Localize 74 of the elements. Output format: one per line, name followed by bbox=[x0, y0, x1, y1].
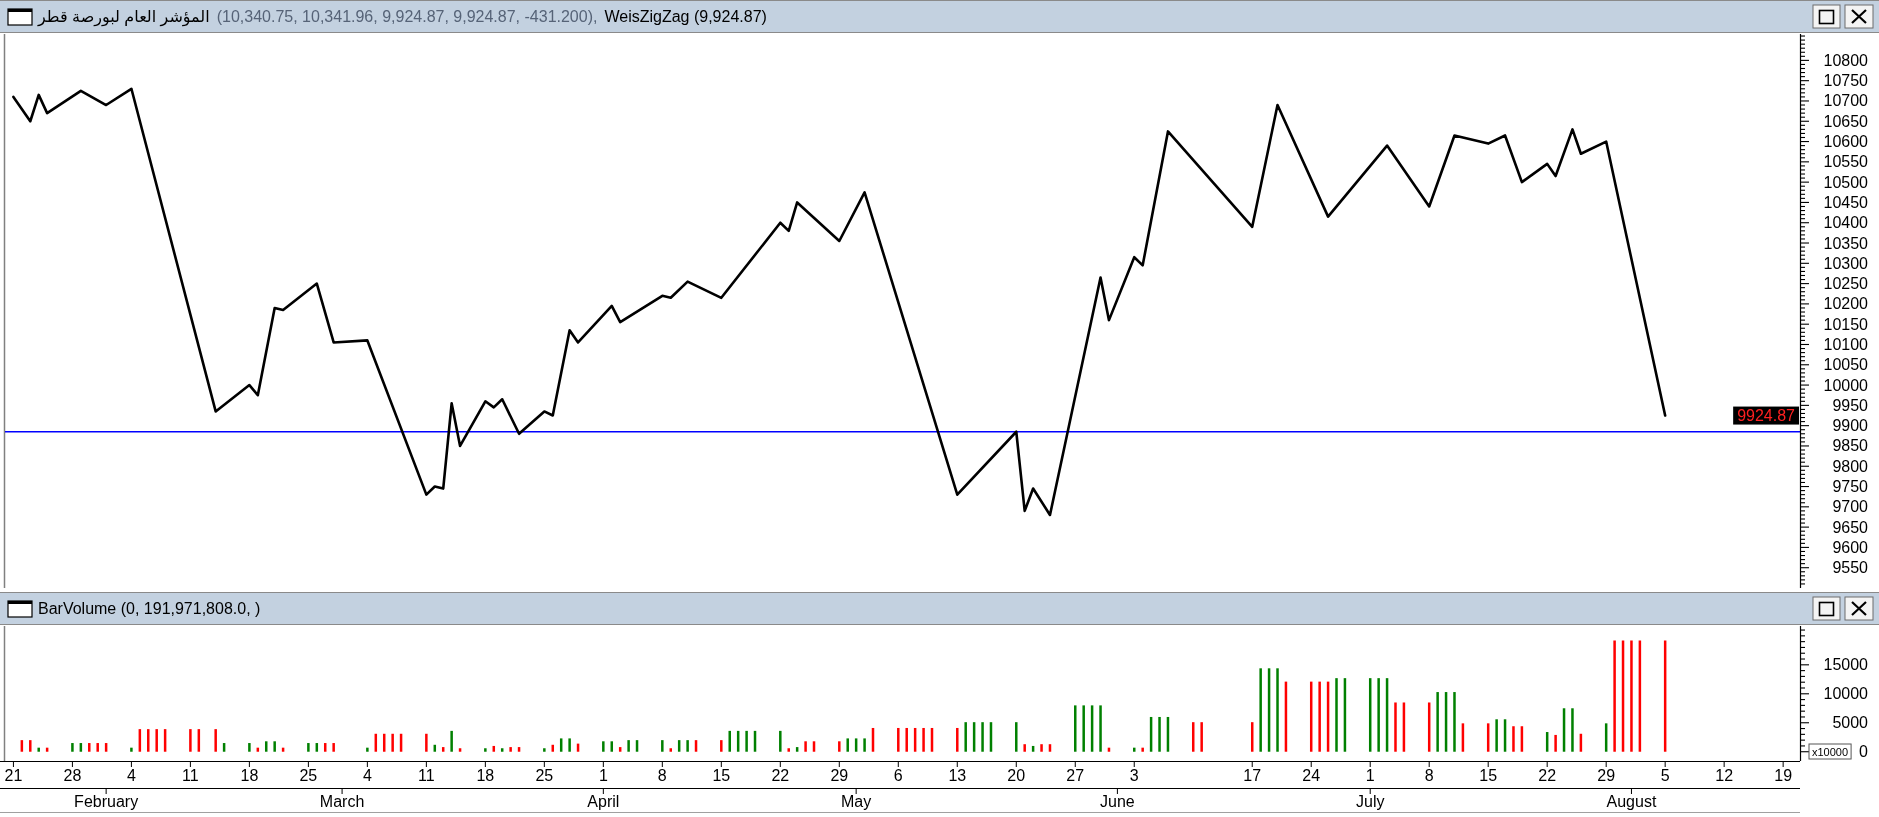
y-axis-title: x10000 bbox=[1812, 746, 1849, 758]
xtick-label: 20 bbox=[1007, 767, 1026, 784]
ytick-label: 10500 bbox=[1823, 173, 1868, 191]
x2tick-label: June bbox=[1100, 793, 1135, 810]
ytick-label: 9550 bbox=[1832, 559, 1868, 577]
xtick-label: 1 bbox=[1365, 767, 1375, 784]
ytick-label: 10550 bbox=[1823, 153, 1868, 171]
xtick-label: 8 bbox=[1424, 767, 1434, 784]
ytick-label: 10150 bbox=[1823, 315, 1868, 333]
xtick-label: 28 bbox=[63, 767, 82, 784]
ytick-label: 0 bbox=[1859, 743, 1868, 761]
xtick-label: 11 bbox=[418, 767, 435, 784]
xtick-label: 27 bbox=[1066, 767, 1085, 784]
x2tick-label: February bbox=[74, 793, 139, 810]
xtick-label: 1 bbox=[598, 767, 608, 784]
ytick-label: 9700 bbox=[1832, 498, 1868, 516]
ytick-label: 10100 bbox=[1823, 336, 1868, 353]
ytick-label: 9900 bbox=[1832, 417, 1868, 435]
x2tick-label: July bbox=[1356, 793, 1385, 810]
xtick-label: 29 bbox=[830, 767, 849, 784]
x2tick-label: April bbox=[587, 793, 620, 810]
xtick-label: 4 bbox=[362, 767, 372, 784]
xtick-label: 25 bbox=[535, 767, 554, 784]
xtick-label: 21 bbox=[4, 767, 23, 784]
ytick-label: 10300 bbox=[1823, 254, 1868, 272]
ytick-label: 9600 bbox=[1832, 538, 1868, 556]
xtick-label: 22 bbox=[1538, 767, 1557, 784]
ytick-label: 10250 bbox=[1823, 275, 1868, 293]
ytick-label: 10450 bbox=[1823, 193, 1868, 211]
xtick-label: 29 bbox=[1597, 767, 1616, 784]
xtick-label: 18 bbox=[476, 767, 495, 784]
xtick-label: 25 bbox=[299, 767, 318, 784]
ytick-label: 10200 bbox=[1823, 295, 1868, 313]
xtick-label: 19 bbox=[1774, 767, 1793, 784]
x2tick-label: May bbox=[841, 793, 872, 810]
ytick-label: 10650 bbox=[1823, 112, 1868, 130]
xtick-label: 24 bbox=[1302, 767, 1321, 784]
ytick-label: 10000 bbox=[1823, 685, 1868, 703]
ylabel: x10000 bbox=[1808, 743, 1852, 760]
ytick-label: 9650 bbox=[1832, 518, 1868, 536]
title: المؤشر العام لبورصة قطر bbox=[38, 8, 210, 25]
ytick-label: 15000 bbox=[1823, 656, 1868, 674]
annotation: 9924.87 bbox=[1737, 407, 1796, 425]
ytick-label: 10600 bbox=[1823, 133, 1868, 151]
ytick-label: 10050 bbox=[1823, 356, 1868, 374]
xtick-label: 13 bbox=[948, 767, 967, 784]
ytick-label: 10800 bbox=[1823, 51, 1868, 69]
xtick-label: 22 bbox=[771, 767, 790, 784]
ytick-label: 9750 bbox=[1832, 478, 1868, 496]
xtick-label: 17 bbox=[1243, 767, 1262, 784]
xtick-label: 8 bbox=[657, 767, 667, 784]
ytick-label: 5000 bbox=[1832, 714, 1868, 732]
ytick-label: 10000 bbox=[1823, 376, 1868, 394]
x2tick-label: August bbox=[1606, 793, 1657, 810]
xtick-label: 18 bbox=[240, 767, 259, 784]
legend: WeisZigZag (9,924.87) bbox=[604, 8, 767, 25]
ytick-label: 9800 bbox=[1832, 457, 1868, 475]
ytick-label: 9950 bbox=[1832, 396, 1868, 414]
xtick-label: 3 bbox=[1129, 767, 1139, 784]
ytick-label: 10400 bbox=[1823, 214, 1868, 232]
xtick-label: 5 bbox=[1660, 767, 1670, 784]
xtick-label: 6 bbox=[893, 767, 903, 784]
xtick-label: 15 bbox=[1479, 767, 1498, 784]
xtick-label: 11 bbox=[182, 767, 199, 784]
ytick-label: 10750 bbox=[1823, 72, 1868, 90]
xtick-label: 4 bbox=[126, 767, 136, 784]
xtick-label: 15 bbox=[712, 767, 731, 784]
ytick-label: 10350 bbox=[1823, 234, 1868, 252]
xtick-label: 12 bbox=[1715, 767, 1734, 784]
title: BarVolume (0, 191,971,808.0, ) bbox=[38, 600, 261, 617]
ytick-label: 9850 bbox=[1832, 437, 1868, 455]
subtitle: (10,340.75, 10,341.96, 9,924.87, 9,924.87, -431.200), bbox=[216, 8, 598, 25]
x2tick-label: March bbox=[319, 793, 365, 810]
ytick-label: 10700 bbox=[1823, 92, 1868, 110]
